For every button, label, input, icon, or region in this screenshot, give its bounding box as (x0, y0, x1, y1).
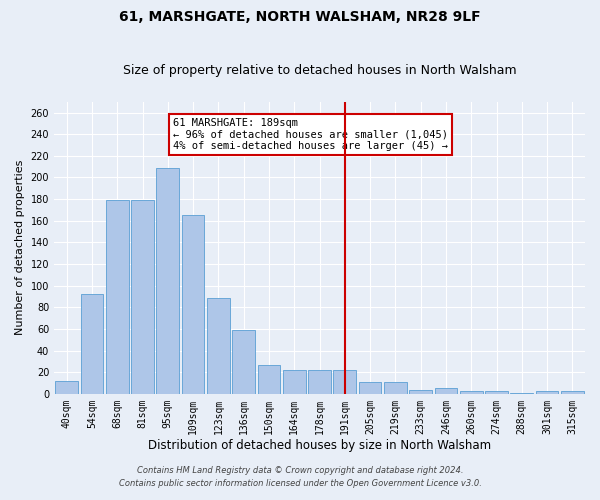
Bar (207, 298, 230, 394)
Bar (460, 390, 482, 394)
Bar (182, 216, 205, 394)
Bar (55, 381, 78, 394)
Bar (157, 168, 179, 394)
Bar (106, 200, 128, 394)
Bar (485, 390, 508, 394)
Bar (131, 200, 154, 394)
Bar (257, 364, 280, 394)
X-axis label: Distribution of detached houses by size in North Walsham: Distribution of detached houses by size … (148, 440, 491, 452)
Bar (511, 393, 533, 394)
Bar (409, 390, 432, 394)
Text: Contains HM Land Registry data © Crown copyright and database right 2024.
Contai: Contains HM Land Registry data © Crown c… (119, 466, 481, 487)
Text: 61 MARSHGATE: 189sqm
← 96% of detached houses are smaller (1,045)
4% of semi-det: 61 MARSHGATE: 189sqm ← 96% of detached h… (173, 118, 448, 151)
Bar (384, 382, 407, 394)
Bar (232, 330, 255, 394)
Text: 61, MARSHGATE, NORTH WALSHAM, NR28 9LF: 61, MARSHGATE, NORTH WALSHAM, NR28 9LF (119, 10, 481, 24)
Bar (334, 370, 356, 394)
Bar (308, 370, 331, 394)
Bar (434, 388, 457, 394)
Bar (283, 370, 305, 394)
Title: Size of property relative to detached houses in North Walsham: Size of property relative to detached ho… (123, 64, 517, 77)
Bar (561, 390, 584, 394)
Bar (536, 390, 559, 394)
Y-axis label: Number of detached properties: Number of detached properties (15, 160, 25, 336)
Bar (359, 382, 382, 394)
Bar (80, 294, 103, 394)
